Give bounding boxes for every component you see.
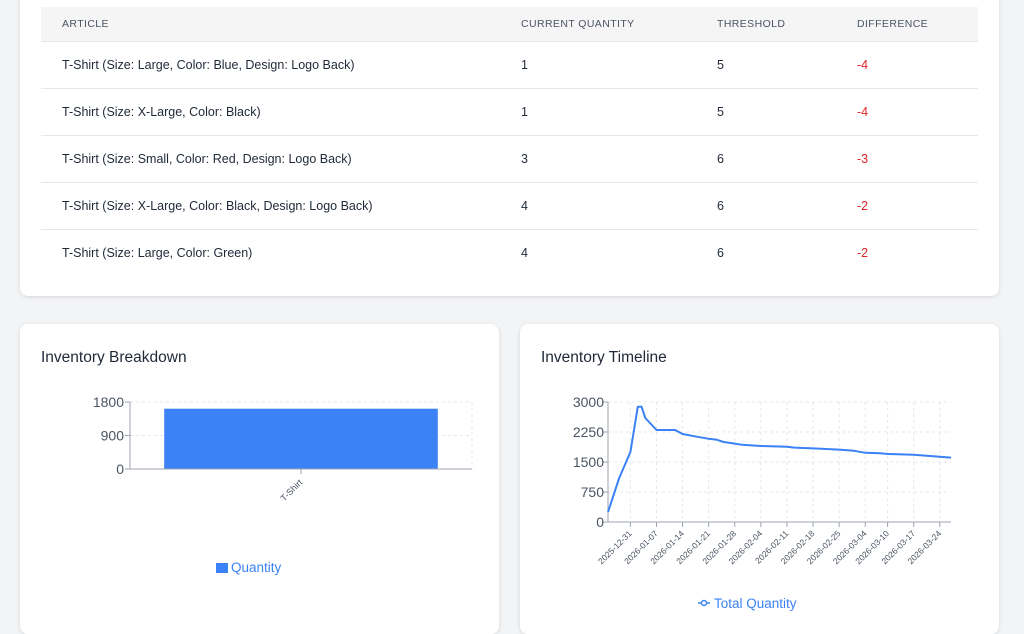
- legend-label: Total Quantity: [714, 596, 797, 611]
- breakdown-title: Inventory Breakdown: [41, 349, 187, 366]
- inventory-breakdown-card: Inventory Breakdown 1800 900 0 T-Shirt Quant…: [20, 324, 499, 634]
- y-tick-label: 0: [596, 514, 604, 530]
- table-header-row: ARTICLE CURRENT QUANTITY THRESHOLD DIFFE…: [41, 7, 978, 42]
- header-threshold[interactable]: THRESHOLD: [696, 7, 836, 42]
- header-article[interactable]: ARTICLE: [41, 7, 500, 42]
- y-tick-label: 0: [116, 461, 124, 477]
- cell-current-quantity: 4: [500, 229, 696, 276]
- table-row[interactable]: T-Shirt (Size: X-Large, Color: Black) 1 …: [41, 88, 978, 136]
- bar-t-shirt: [164, 408, 438, 469]
- header-difference[interactable]: DIFFERENCE: [836, 7, 978, 42]
- cell-article: T-Shirt (Size: X-Large, Color: Black, De…: [41, 182, 500, 230]
- inventory-breakdown-chart: 1800 900 0 T-Shirt Quantity: [93, 394, 473, 575]
- cell-threshold: 6: [696, 182, 836, 230]
- x-tick-label: T-Shirt: [279, 477, 305, 503]
- cell-threshold: 6: [696, 229, 836, 276]
- cell-threshold: 5: [696, 41, 836, 89]
- cell-current-quantity: 1: [500, 88, 696, 136]
- y-tick-label: 750: [581, 484, 605, 500]
- inventory-timeline-card: Inventory Timeline 3000 2250 1500 750 0 2025-…: [520, 324, 999, 634]
- cell-current-quantity: 4: [500, 182, 696, 230]
- low-stock-card: ARTICLE CURRENT QUANTITY THRESHOLD DIFFE…: [20, 0, 999, 296]
- legend-swatch: [216, 563, 228, 573]
- legend-label: Quantity: [231, 560, 282, 575]
- inventory-timeline-chart: 30002250150075002025-12-312026-01-072026…: [573, 394, 952, 611]
- cell-article: T-Shirt (Size: Small, Color: Red, Design…: [41, 135, 500, 183]
- header-current-quantity[interactable]: CURRENT QUANTITY: [500, 7, 696, 42]
- y-tick-label: 3000: [573, 394, 604, 410]
- cell-difference: -4: [836, 88, 978, 136]
- low-stock-table: ARTICLE CURRENT QUANTITY THRESHOLD DIFFE…: [41, 7, 978, 276]
- legend-marker: [700, 599, 708, 607]
- series-line-total-quantity: [607, 405, 952, 513]
- timeline-title: Inventory Timeline: [541, 349, 667, 366]
- cell-difference: -3: [836, 135, 978, 183]
- y-tick-label: 1500: [573, 454, 604, 470]
- cell-threshold: 6: [696, 135, 836, 183]
- cell-article: T-Shirt (Size: Large, Color: Blue, Desig…: [41, 41, 500, 89]
- table-row[interactable]: T-Shirt (Size: Large, Color: Green) 4 6 …: [41, 229, 978, 276]
- cell-current-quantity: 1: [500, 41, 696, 89]
- cell-article: T-Shirt (Size: X-Large, Color: Black): [41, 88, 500, 136]
- table-row[interactable]: T-Shirt (Size: X-Large, Color: Black, De…: [41, 182, 978, 230]
- y-tick-label: 1800: [93, 394, 124, 410]
- cell-current-quantity: 3: [500, 135, 696, 183]
- cell-difference: -2: [836, 229, 978, 276]
- cell-difference: -4: [836, 41, 978, 89]
- y-tick-label: 900: [101, 428, 125, 444]
- y-tick-label: 2250: [573, 424, 604, 440]
- table-row[interactable]: T-Shirt (Size: Small, Color: Red, Design…: [41, 135, 978, 183]
- cell-difference: -2: [836, 182, 978, 230]
- cell-threshold: 5: [696, 88, 836, 136]
- cell-article: T-Shirt (Size: Large, Color: Green): [41, 229, 500, 276]
- table-row[interactable]: T-Shirt (Size: Large, Color: Blue, Desig…: [41, 41, 978, 89]
